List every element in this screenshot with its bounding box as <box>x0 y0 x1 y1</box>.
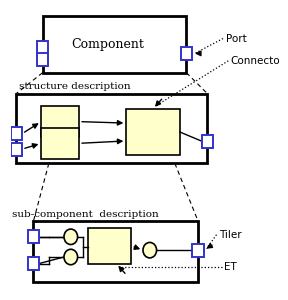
Bar <box>33 221 198 282</box>
Bar <box>41 128 79 159</box>
Bar <box>16 94 207 164</box>
Bar <box>202 134 213 148</box>
Text: Component: Component <box>71 38 144 51</box>
Bar <box>192 244 204 257</box>
Bar <box>37 41 48 54</box>
Bar <box>126 109 180 155</box>
Text: Connecto: Connecto <box>231 56 281 66</box>
Bar <box>11 142 22 156</box>
Text: structure description: structure description <box>19 82 131 91</box>
Circle shape <box>143 242 157 258</box>
Text: Port: Port <box>226 34 246 44</box>
Circle shape <box>64 229 77 244</box>
Bar <box>181 47 192 60</box>
Text: ET: ET <box>224 262 237 272</box>
Bar <box>37 53 48 66</box>
Bar <box>41 106 79 137</box>
Bar <box>11 127 22 140</box>
Text: sub-component  description: sub-component description <box>12 210 159 219</box>
Bar <box>28 257 39 270</box>
Circle shape <box>64 249 77 265</box>
Text: Tiler: Tiler <box>219 230 242 240</box>
Bar <box>88 229 131 263</box>
Bar <box>43 16 186 73</box>
Bar <box>28 230 39 243</box>
